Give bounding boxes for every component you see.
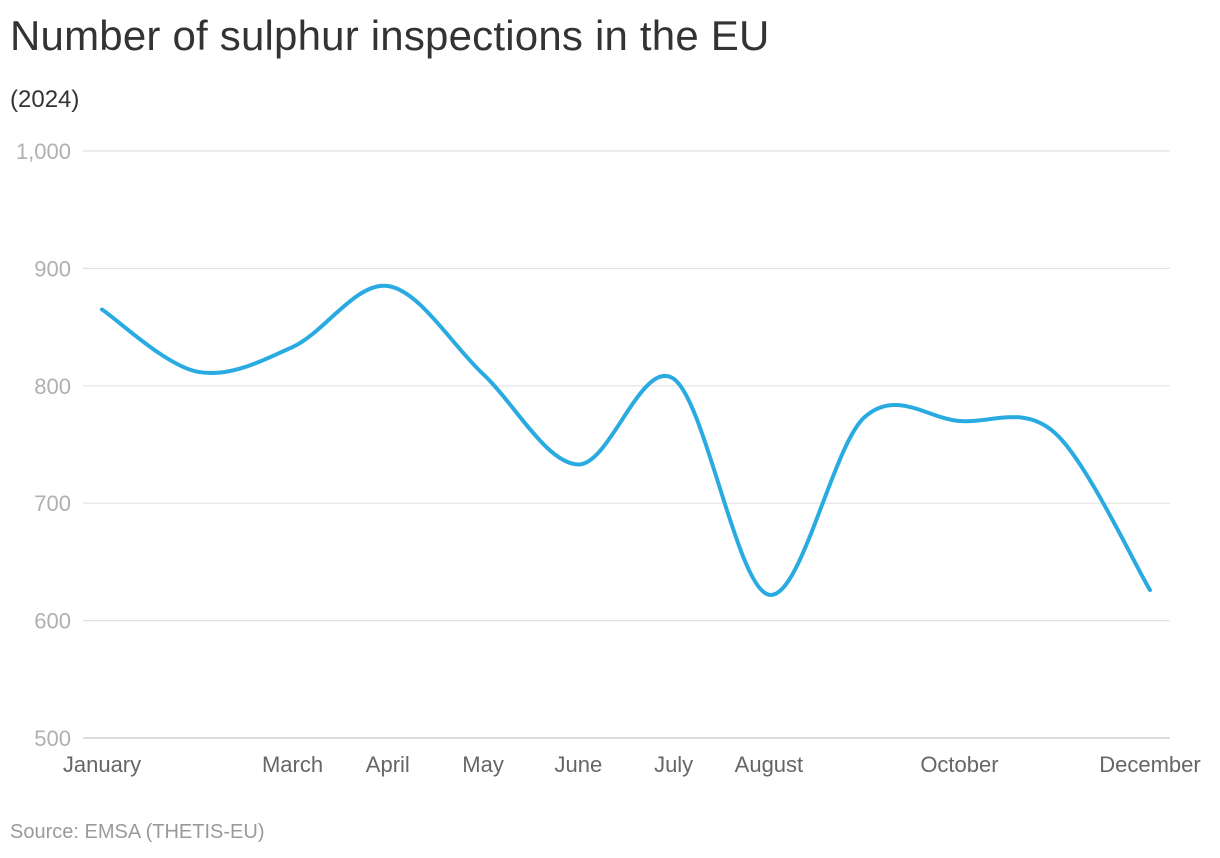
series-line [100,283,1152,597]
source-note: Source: EMSA (THETIS-EU) [10,821,265,843]
data-point [957,419,961,423]
y-tick-label: 700 [34,491,71,516]
data-point [386,284,390,288]
x-tick-label: June [555,752,603,777]
chart-title: Number of sulphur inspections in the EU [10,12,770,59]
x-tick-label: May [462,752,504,777]
y-tick-label: 500 [34,726,71,751]
x-tick-label: January [63,752,141,777]
y-tick-label: 1,000 [16,139,71,164]
x-axis-ticks: January March April May June July August Octobe… [63,752,1201,777]
y-tick-label: 800 [34,374,71,399]
y-tick-label: 900 [34,256,71,281]
data-point [672,377,676,381]
data-point [291,345,295,349]
data-point [1148,588,1152,592]
data-point [1053,431,1057,435]
x-tick-label: December [1099,752,1200,777]
series-layer [100,283,1152,597]
y-tick-label: 600 [34,609,71,634]
data-point [100,307,104,311]
x-tick-label: April [366,752,410,777]
data-point [862,415,866,419]
chart-subtitle: (2024) [10,86,80,113]
x-tick-label: July [654,752,693,777]
x-tick-label: October [920,752,998,777]
data-point [481,372,485,376]
x-tick-label: March [262,752,323,777]
data-point [767,593,771,597]
data-point [576,462,580,466]
x-tick-label: August [735,752,804,777]
gridlines [83,150,1170,739]
data-point [195,370,199,374]
y-axis-ticks: 500 600 700 800 900 1,000 [16,139,71,751]
